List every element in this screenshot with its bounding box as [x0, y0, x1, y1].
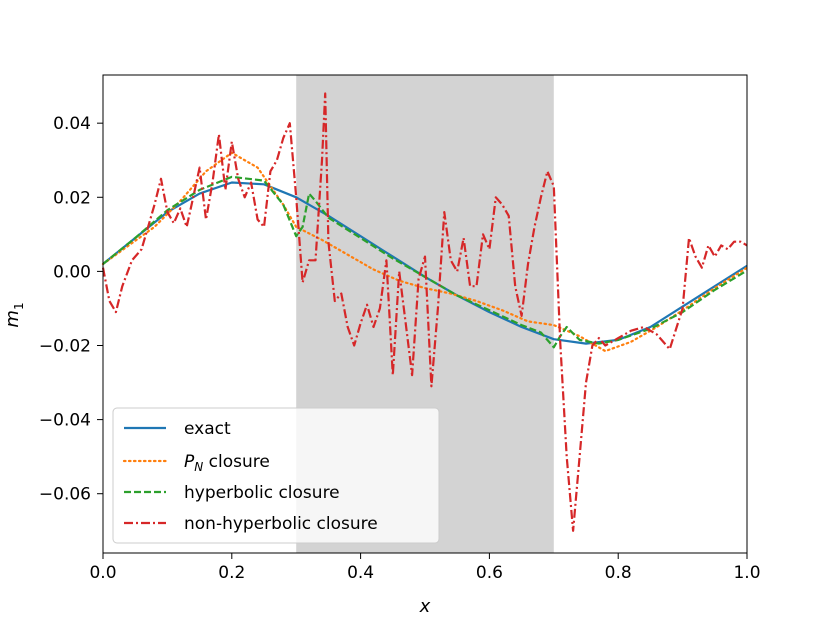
- legend-label-hyperbolic-closure: hyperbolic closure: [184, 483, 340, 503]
- y-tick-label: 0.04: [53, 114, 91, 134]
- series-line-p-n-closure: [101, 151, 749, 353]
- y-axis-label: m1: [2, 302, 26, 327]
- y-axis-label-main: m: [2, 310, 23, 328]
- legend-label-pn-main: P: [184, 452, 195, 472]
- y-tick-label: −0.06: [39, 485, 91, 505]
- x-tick-label: 1.0: [733, 563, 760, 583]
- legend-label-pn-closure: PN closure: [184, 452, 270, 474]
- y-tick-label: 0.00: [53, 262, 91, 282]
- series-layer: [101, 92, 749, 532]
- x-axis-label: x: [419, 596, 431, 617]
- legend-label-non-hyperbolic-closure: non-hyperbolic closure: [184, 514, 378, 534]
- x-tick-label: 0.8: [605, 563, 632, 583]
- y-axis-ticks: 0.04 0.02 0.00 −0.02 −0.04 −0.06: [39, 114, 103, 505]
- x-tick-label: 0.4: [347, 563, 374, 583]
- legend-label-exact: exact: [184, 419, 231, 439]
- x-tick-label: 0.0: [89, 563, 116, 583]
- x-tick-label: 0.2: [218, 563, 245, 583]
- svg-text:m1: m1: [2, 302, 26, 327]
- y-tick-label: 0.02: [53, 188, 91, 208]
- y-axis-label-sub: 1: [12, 302, 26, 310]
- x-tick-label: 0.6: [476, 563, 503, 583]
- y-tick-label: −0.04: [39, 411, 91, 431]
- x-axis-ticks: 0.0 0.2 0.4 0.6 0.8 1.0: [89, 553, 761, 583]
- series-line-non-hyperbolic-closure: [101, 92, 748, 532]
- legend-label-pn-sub: N: [194, 460, 203, 474]
- plot-frame: [102, 74, 748, 554]
- legend-box: [112, 407, 440, 544]
- y-tick-label: −0.02: [39, 336, 91, 356]
- legend-label-pn-rest: closure: [203, 452, 270, 472]
- legend: exact PN closure hyperbolic closure non-…: [112, 407, 440, 544]
